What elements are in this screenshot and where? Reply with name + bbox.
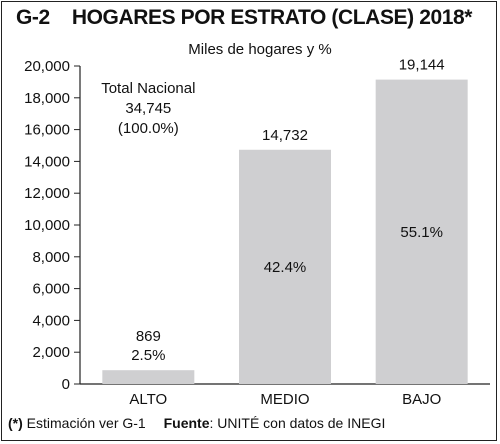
footnote-marker: (*)	[8, 415, 23, 431]
bar-percent-label: 55.1%	[400, 224, 443, 241]
total-annotation: Total Nacional 34,745 (100.0%)	[101, 80, 195, 137]
y-tick-label: 18,000	[24, 90, 70, 107]
y-tick-label: 16,000	[24, 122, 70, 139]
y-tick-label: 4,000	[32, 312, 70, 329]
y-tick-label: 20,000	[24, 58, 70, 75]
bar-value-label: 14,732	[262, 127, 308, 144]
y-tick-label: 8,000	[32, 249, 70, 266]
annotation-line: Total Nacional	[101, 80, 195, 97]
chart-header: G-2 HOGARES POR ESTRATO (CLASE) 2018*	[16, 6, 472, 34]
y-tick-label: 0	[62, 376, 70, 393]
y-axis: 0 2,000 4,000 6,000 8,000 10,000 12,000 14,000 1…	[24, 58, 490, 393]
y-tick-label: 12,000	[24, 185, 70, 202]
chart-title: HOGARES POR ESTRATO (CLASE) 2018*	[71, 6, 473, 29]
bar-value-label: 19,144	[399, 57, 445, 74]
bar-value-label: 869	[136, 328, 161, 345]
annotation-line: 34,745	[125, 100, 171, 117]
x-tick-label: ALTO	[129, 391, 167, 408]
source-text: : UNITÉ con datos de INEGI	[209, 415, 386, 431]
chart-code: G-2	[16, 6, 50, 29]
footnote-text: Estimación ver G-1	[22, 415, 146, 431]
chart-subtitle: Miles de hogares y %	[188, 41, 331, 58]
y-tick-label: 14,000	[24, 153, 70, 170]
bar	[375, 79, 468, 384]
source-label: Fuente	[163, 415, 210, 431]
bar-percent-label: 42.4%	[264, 259, 307, 276]
bar	[239, 149, 331, 384]
bar-percent-label: 2.5%	[131, 347, 165, 364]
y-tick-label: 2,000	[32, 344, 70, 361]
x-tick-label: MEDIO	[260, 391, 309, 408]
bar	[102, 370, 195, 384]
annotation-line: (100.0%)	[118, 120, 179, 137]
x-tick-label: BAJO	[402, 391, 441, 408]
chart-footer: (*) Estimación ver G-1 Fuente: UNITÉ con…	[8, 415, 385, 431]
y-tick-label: 10,000	[24, 217, 70, 234]
bars: ALTO 869 2.5% MEDIO 14,732 42.4% BAJO 19,144 55.…	[102, 57, 468, 408]
bar-chart: Miles de hogares y % 0 2,000 4,000 6,000 8,0…	[24, 41, 490, 408]
y-tick-label: 6,000	[32, 281, 70, 298]
